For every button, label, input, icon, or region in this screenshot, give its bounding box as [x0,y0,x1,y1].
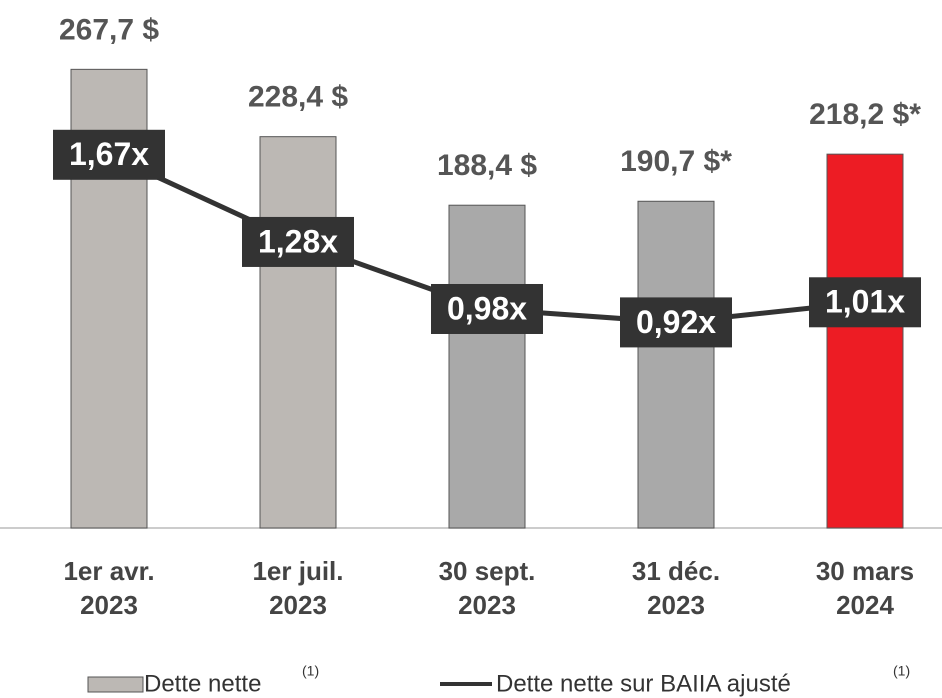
bar [259,136,337,529]
x-tick-label: 31 déc. [632,556,720,586]
legend-swatch [87,676,144,693]
line-label-box [242,216,354,267]
line-value-label: 0,98x [447,290,527,326]
bar [826,153,904,529]
line-value-label: 1,01x [825,284,905,320]
line-label-box [431,283,543,334]
legend-label: Dette nette sur BAIIA ajusté [496,670,791,697]
x-tick-label: 2023 [458,590,516,620]
x-tick-label: 2023 [80,590,138,620]
line-value-label: 1,28x [258,223,338,259]
legend-superscript: (1) [302,663,319,679]
legend-superscript: (1) [893,663,910,679]
line-label-box [809,277,921,328]
bar-value-label: 190,7 $* [620,145,732,178]
line-value-label: 1,67x [69,136,149,172]
bar [637,200,715,529]
bar [448,204,526,529]
x-tick-label: 30 mars [816,556,914,586]
x-tick-label: 1er avr. [63,556,154,586]
bar-value-label: 228,4 $ [248,81,348,114]
line-label-box [620,297,732,348]
bar-value-label: 188,4 $ [437,149,537,182]
x-tick-label: 30 sept. [439,556,536,586]
bar-value-label: 267,7 $ [59,13,159,46]
bar-value-label: 218,2 $* [809,98,921,131]
x-tick-label: 1er juil. [252,556,343,586]
x-tick-label: 2023 [269,590,327,620]
line-value-label: 0,92x [636,304,716,340]
x-tick-label: 2023 [647,590,705,620]
x-tick-label: 2024 [836,590,894,620]
legend-label: Dette nette [144,670,261,697]
line-label-box [53,129,165,180]
